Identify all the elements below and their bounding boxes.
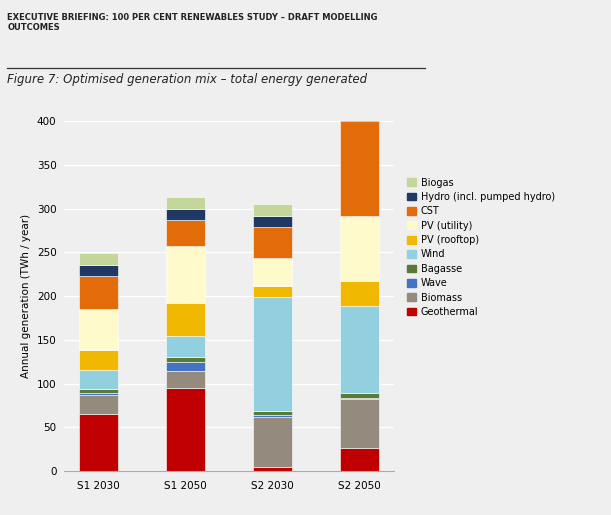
Bar [166, 209, 205, 220]
Bar [253, 286, 292, 297]
Bar [79, 393, 119, 395]
Bar [79, 414, 119, 471]
Bar [253, 411, 292, 415]
Bar [253, 227, 292, 258]
Text: Figure 7: Optimised generation mix – total energy generated: Figure 7: Optimised generation mix – tot… [7, 73, 367, 86]
Bar [166, 357, 205, 362]
Bar [166, 370, 205, 388]
Bar [340, 92, 379, 110]
Bar [79, 276, 119, 309]
Text: EXECUTIVE BRIEFING: 100 PER CENT RENEWABLES STUDY – DRAFT MODELLING
OUTCOMES: EXECUTIVE BRIEFING: 100 PER CENT RENEWAB… [7, 13, 378, 32]
Bar [340, 121, 379, 216]
Bar [79, 309, 119, 350]
Bar [340, 216, 379, 281]
Bar [253, 216, 292, 227]
Bar [166, 336, 205, 357]
Bar [79, 395, 119, 414]
Bar [340, 281, 379, 306]
Bar [253, 415, 292, 417]
Bar [166, 246, 205, 303]
Bar [166, 303, 205, 336]
Bar [340, 398, 379, 400]
Bar [79, 370, 119, 389]
Bar [79, 350, 119, 370]
Bar [166, 220, 205, 246]
Bar [79, 265, 119, 276]
Bar [166, 388, 205, 471]
Bar [340, 110, 379, 121]
Legend: Biogas, Hydro (incl. pumped hydro), CST, PV (utility), PV (rooftop), Wind, Bagas: Biogas, Hydro (incl. pumped hydro), CST,… [405, 176, 557, 319]
Bar [340, 448, 379, 471]
Bar [79, 389, 119, 393]
Bar [253, 204, 292, 216]
Bar [253, 297, 292, 411]
Bar [79, 253, 119, 265]
Bar [340, 400, 379, 448]
Bar [166, 197, 205, 209]
Bar [340, 393, 379, 398]
Y-axis label: Annual generation (TWh / year): Annual generation (TWh / year) [21, 214, 31, 378]
Bar [253, 467, 292, 471]
Bar [340, 306, 379, 393]
Bar [253, 417, 292, 467]
Bar [253, 258, 292, 286]
Bar [166, 362, 205, 370]
